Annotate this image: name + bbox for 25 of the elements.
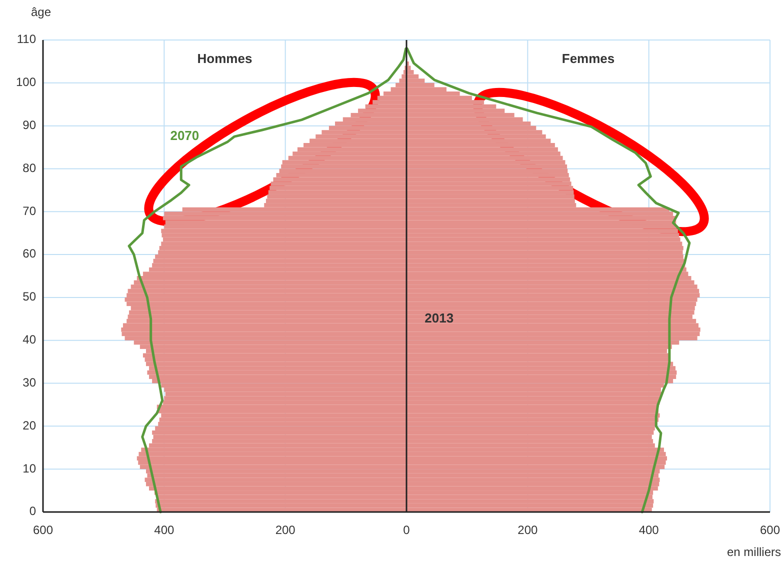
y-tick-label: 70 (22, 204, 36, 218)
y-tick-label: 90 (22, 118, 36, 132)
y-axis-title: âge (30, 5, 52, 19)
y-tick-label: 50 (22, 290, 36, 304)
x-tick-label: 400 (638, 523, 660, 537)
annotation: Hommes (197, 51, 252, 66)
annotation: Femmes (562, 51, 615, 66)
x-tick-label: 400 (154, 523, 174, 537)
x-tick-label: 200 (518, 523, 538, 537)
x-tick-label: 600 (760, 523, 780, 537)
y-tick-label: 80 (22, 160, 36, 175)
y-tick-label: 60 (22, 246, 36, 261)
x-tick-label: 200 (275, 523, 296, 537)
y-tick-label: 100 (16, 75, 36, 90)
x-tick-label: 600 (32, 523, 54, 537)
series-label: 2013 (424, 310, 454, 326)
y-tick-label: 110 (16, 32, 36, 46)
y-tick-label: 0 (29, 504, 36, 518)
series-label: 2070 (170, 128, 200, 143)
y-tick-label: 20 (22, 418, 36, 432)
y-tick-label: 30 (22, 375, 36, 390)
y-tick-label: 40 (22, 332, 36, 347)
x-tick-label: 0 (403, 523, 410, 537)
x-axis-title: en milliers (726, 545, 781, 559)
y-tick-label: 10 (22, 461, 36, 476)
